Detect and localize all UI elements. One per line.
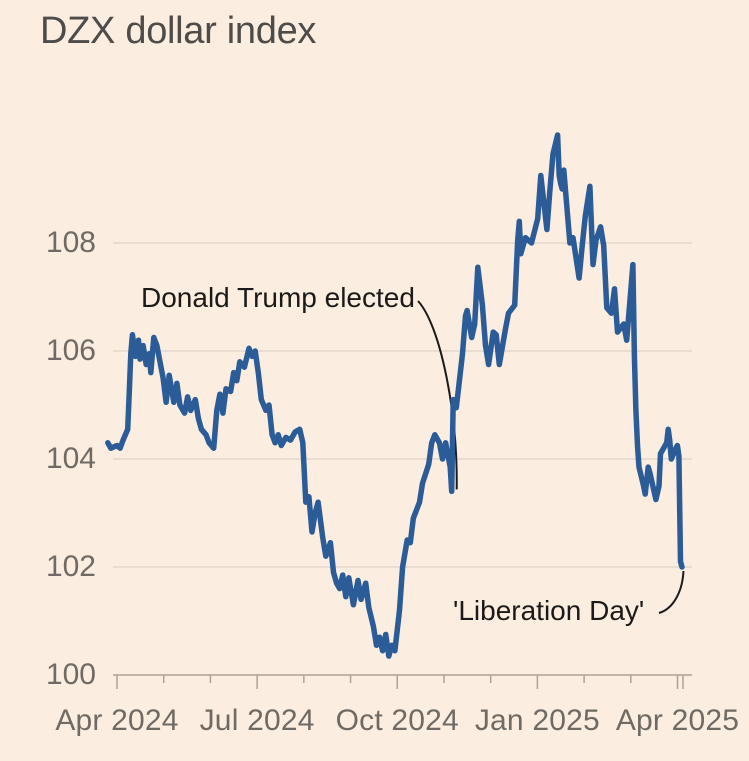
x-tick-label: Apr 2025 xyxy=(615,704,740,737)
y-tick-label: 100 xyxy=(45,658,96,691)
x-tick-label: Jul 2024 xyxy=(199,704,315,737)
annotation-liberation-day: 'Liberation Day' xyxy=(453,595,645,626)
x-tick-label: Apr 2024 xyxy=(55,704,179,737)
y-tick-label: 108 xyxy=(45,226,96,259)
y-tick-label: 104 xyxy=(45,442,96,475)
chart-title: DZX dollar index xyxy=(40,10,317,52)
x-tick-label: Oct 2024 xyxy=(335,704,459,737)
price-line xyxy=(105,132,685,659)
y-tick-label: 106 xyxy=(45,334,96,367)
annotation-trump-elected: Donald Trump elected xyxy=(141,282,415,313)
y-tick-label: 102 xyxy=(45,550,96,583)
x-tick-label: Jan 2025 xyxy=(474,704,600,737)
pointer-curve-trump-elected xyxy=(417,300,458,490)
pointer-curve-liberation-day xyxy=(658,570,685,614)
